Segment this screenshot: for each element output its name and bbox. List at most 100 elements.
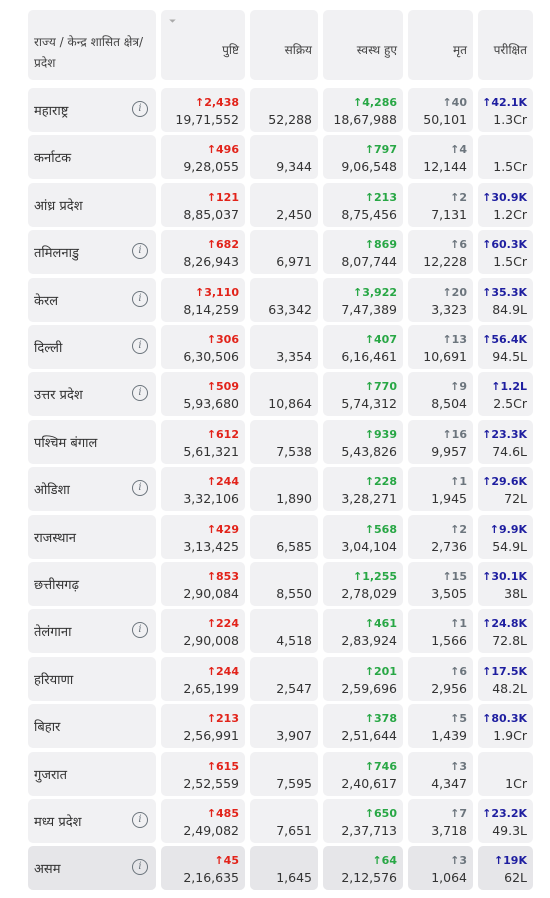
recovered-cell: ↑201 2,59,696	[323, 656, 403, 701]
state-cell[interactable]: कर्नाटक	[28, 135, 156, 180]
header-tested[interactable]: परीक्षित	[478, 10, 533, 80]
table-row[interactable]: असम i ↑45 2,16,635 1,645 ↑64 2,12,576 ↑3 1,064 ↑1…	[24, 846, 534, 891]
deceased-total: 8,504	[431, 396, 467, 412]
info-icon[interactable]: i	[132, 812, 148, 828]
state-cell[interactable]: तेलंगाना i	[28, 609, 156, 654]
recovered-cell: ↑770 5,74,312	[323, 372, 403, 417]
info-icon[interactable]: i	[132, 622, 148, 639]
state-cell[interactable]: ओडिशा i	[28, 467, 156, 512]
state-cell[interactable]: आंध्र प्रदेश	[28, 182, 156, 227]
confirmed-total: 2,90,008	[183, 633, 239, 649]
tested-delta: ↑42.1K	[482, 96, 527, 109]
header-confirmed[interactable]: ⏷ पुष्टि	[161, 10, 245, 80]
deceased-cell: ↑3 4,347	[408, 751, 473, 796]
info-icon[interactable]: i	[132, 385, 148, 402]
info-icon[interactable]: i	[132, 243, 148, 260]
table-row[interactable]: बिहार ↑213 2,56,991 3,907 ↑378 2,51,644 ↑5 1,43…	[24, 704, 534, 749]
header-active[interactable]: सक्रिय	[250, 10, 318, 80]
deceased-delta: ↑20	[442, 285, 467, 299]
recovered-total: 8,07,744	[341, 254, 397, 270]
tested-total: 54.9L	[492, 538, 527, 554]
header-recovered[interactable]: स्वस्थ हुए	[323, 10, 403, 80]
deceased-total: 50,101	[423, 112, 467, 127]
state-cell[interactable]: गुजरात	[28, 751, 156, 796]
confirmed-cell: ↑2,438 19,71,552	[161, 88, 245, 132]
table-row[interactable]: केरल i ↑3,110 8,14,259 63,342 ↑3,922 7,47,389 ↑…	[24, 277, 534, 322]
confirmed-delta: ↑429	[206, 522, 239, 536]
tested-cell: 1.5Cr	[478, 135, 533, 180]
info-icon[interactable]: i	[132, 859, 148, 876]
table-row[interactable]: पश्चिम बंगाल ↑612 5,61,321 7,538 ↑939 5,43,82…	[24, 419, 534, 464]
state-cell[interactable]: महाराष्ट्र i	[28, 88, 156, 132]
state-name: असम	[34, 862, 61, 878]
recovered-total: 2,12,576	[341, 870, 397, 886]
state-cell[interactable]: पश्चिम बंगाल	[28, 419, 156, 464]
deceased-total: 4,347	[431, 775, 467, 791]
active-cell: 1,645	[250, 846, 318, 891]
recovered-delta: ↑4,286	[352, 96, 397, 109]
deceased-total: 10,691	[423, 349, 467, 364]
deceased-delta: ↑16	[442, 427, 467, 441]
confirmed-delta: ↑615	[206, 759, 239, 773]
table-row[interactable]: आंध्र प्रदेश ↑121 8,85,037 2,450 ↑213 8,75,45…	[24, 182, 534, 227]
table-row[interactable]: हरियाणा ↑244 2,65,199 2,547 ↑201 2,59,696 ↑6 2,…	[24, 656, 534, 701]
state-cell[interactable]: उत्तर प्रदेश i	[28, 372, 156, 417]
table-row[interactable]: महाराष्ट्र i ↑2,438 19,71,552 52,288 ↑4,286 18…	[24, 88, 534, 132]
info-icon[interactable]: i	[132, 338, 148, 354]
deceased-total: 2,956	[431, 680, 467, 696]
state-cell[interactable]: केरल i	[28, 277, 156, 322]
state-cell[interactable]: असम i	[28, 846, 156, 891]
info-icon[interactable]: i	[132, 480, 148, 497]
table-row[interactable]: कर्नाटक ↑496 9,28,055 9,344 ↑797 9,06,548 ↑4 12…	[24, 135, 534, 180]
recovered-total: 9,06,548	[341, 159, 397, 175]
active-total: 52,288	[268, 112, 312, 127]
deceased-total: 3,505	[431, 586, 467, 601]
active-total: 10,864	[268, 396, 312, 412]
active-cell: 7,538	[250, 419, 318, 464]
state-cell[interactable]: राजस्थान	[28, 514, 156, 559]
state-cell[interactable]: छत्तीसगढ़	[28, 562, 156, 606]
info-icon[interactable]: i	[132, 101, 148, 117]
state-name: दिल्ली	[34, 341, 63, 356]
state-cell[interactable]: मध्य प्रदेश i	[28, 799, 156, 843]
table-row[interactable]: गुजरात ↑615 2,52,559 7,595 ↑746 2,40,617 ↑3 4,3…	[24, 751, 534, 796]
confirmed-total: 9,28,055	[183, 159, 239, 175]
confirmed-delta: ↑244	[206, 664, 239, 678]
tested-total: 1.9Cr	[493, 728, 527, 744]
active-cell: 3,907	[250, 704, 318, 749]
recovered-cell: ↑939 5,43,826	[323, 419, 403, 464]
table-row[interactable]: राजस्थान ↑429 3,13,425 6,585 ↑568 3,04,104 ↑2 2…	[24, 514, 534, 559]
header-state[interactable]: राज्य / केन्द्र शासित क्षेत्र/प्रदेश	[28, 10, 156, 80]
state-cell[interactable]: दिल्ली i	[28, 325, 156, 369]
table-row[interactable]: तेलंगाना i ↑224 2,90,008 4,518 ↑461 2,83,924 ↑1…	[24, 609, 534, 654]
tested-cell: ↑19K 62L	[478, 846, 533, 891]
deceased-delta: ↑1	[450, 617, 467, 631]
table-row[interactable]: तमिलनाडु i ↑682 8,26,943 6,971 ↑869 8,07,744 ↑6…	[24, 230, 534, 275]
confirmed-total: 8,85,037	[183, 206, 239, 222]
info-icon[interactable]: i	[132, 290, 148, 307]
recovered-delta: ↑228	[364, 475, 397, 489]
confirmed-cell: ↑496 9,28,055	[161, 135, 245, 180]
tested-cell: ↑29.6K 72L	[478, 467, 533, 512]
table-row[interactable]: ओडिशा i ↑244 3,32,106 1,890 ↑228 3,28,271 ↑1 1,9…	[24, 467, 534, 512]
header-deceased[interactable]: मृत	[408, 10, 473, 80]
deceased-delta: ↑1	[450, 475, 467, 489]
recovered-delta: ↑869	[364, 238, 397, 252]
table-row[interactable]: छत्तीसगढ़ ↑853 2,90,084 8,550 ↑1,255 2,78,029…	[24, 562, 534, 606]
recovered-cell: ↑568 3,04,104	[323, 514, 403, 559]
confirmed-total: 8,14,259	[183, 301, 239, 317]
table-header-row: राज्य / केन्द्र शासित क्षेत्र/प्रदेश ⏷ प…	[24, 10, 534, 80]
table-row[interactable]: मध्य प्रदेश i ↑485 2,49,082 7,651 ↑650 2,37,71…	[24, 799, 534, 843]
confirmed-delta: ↑224	[206, 617, 239, 631]
state-cell[interactable]: तमिलनाडु i	[28, 230, 156, 275]
tested-cell: ↑35.3K 84.9L	[478, 277, 533, 322]
state-cell[interactable]: हरियाणा	[28, 656, 156, 701]
table-row[interactable]: उत्तर प्रदेश i ↑509 5,93,680 10,864 ↑770 5,74,…	[24, 372, 534, 417]
table-row[interactable]: दिल्ली i ↑306 6,30,506 3,354 ↑407 6,16,461 ↑13 1…	[24, 325, 534, 369]
header-confirmed-label: पुष्टि	[222, 43, 239, 57]
active-cell: 6,971	[250, 230, 318, 275]
active-total: 1,890	[276, 491, 312, 507]
deceased-cell: ↑2 2,736	[408, 514, 473, 559]
state-cell[interactable]: बिहार	[28, 704, 156, 749]
confirmed-cell: ↑853 2,90,084	[161, 562, 245, 606]
